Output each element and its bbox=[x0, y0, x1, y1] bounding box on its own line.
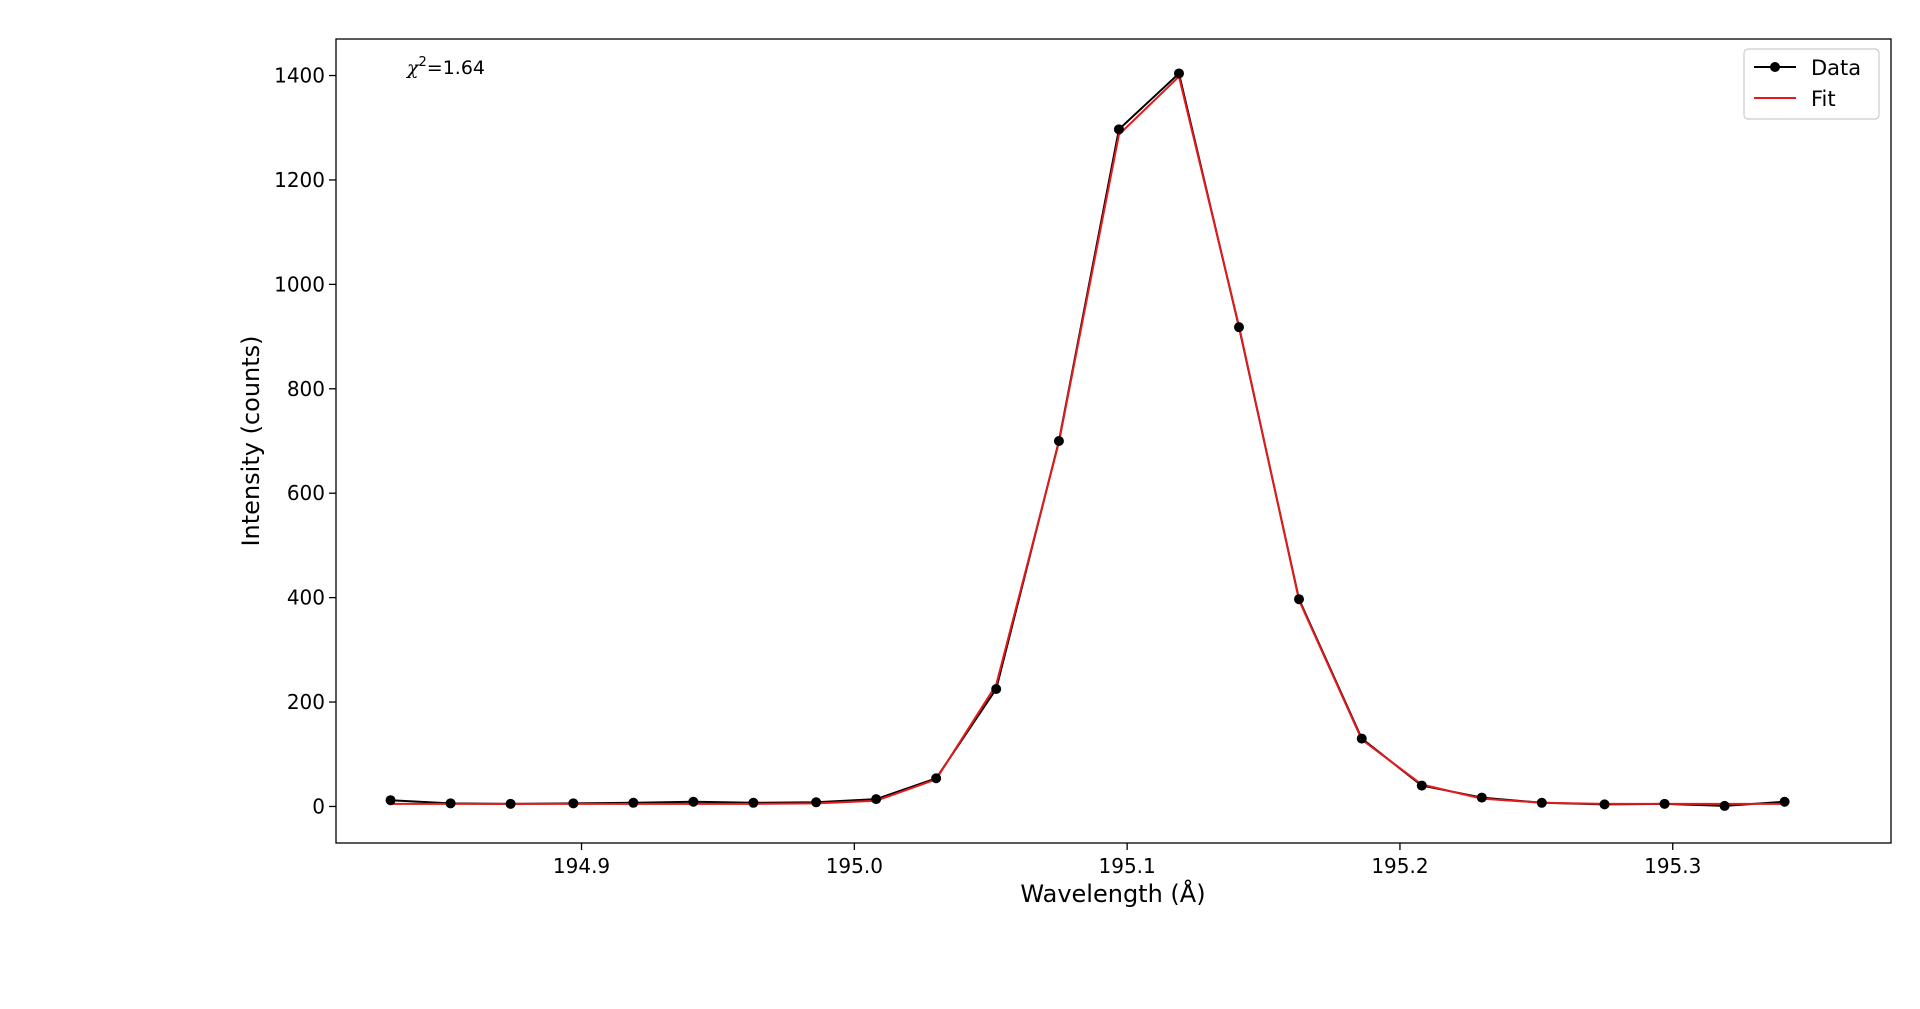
x-axis-title: Wavelength (Å) bbox=[1020, 879, 1205, 908]
data-point bbox=[748, 797, 759, 808]
data-point bbox=[1476, 792, 1487, 803]
data-point bbox=[385, 795, 396, 806]
x-tick-label: 195.0 bbox=[826, 854, 883, 878]
data-point bbox=[1173, 68, 1184, 79]
x-tick-label: 195.2 bbox=[1371, 854, 1428, 878]
x-tick-label: 195.1 bbox=[1099, 854, 1156, 878]
series-layer bbox=[385, 68, 1790, 811]
data-point bbox=[1779, 796, 1790, 807]
data-point bbox=[991, 683, 1002, 694]
x-axis-ticks: 194.9 195.0 195.1 195.2 195.3 bbox=[553, 843, 1701, 878]
plot-frame bbox=[335, 38, 1892, 844]
y-tick-label: 200 bbox=[287, 690, 325, 714]
data-point bbox=[1659, 798, 1670, 809]
fit-series-line bbox=[390, 75, 1785, 805]
data-point bbox=[1294, 594, 1305, 605]
y-tick-label: 600 bbox=[287, 481, 325, 505]
data-point bbox=[931, 773, 942, 784]
y-tick-label: 800 bbox=[287, 377, 325, 401]
chi-value: =1.64 bbox=[427, 57, 485, 79]
data-point bbox=[1719, 800, 1730, 811]
x-tick-label: 195.3 bbox=[1644, 854, 1701, 878]
y-tick-label: 400 bbox=[287, 586, 325, 610]
y-axis-ticks: 0 200 400 600 800 1000 1200 1400 bbox=[274, 64, 336, 818]
legend-data-label: Data bbox=[1811, 56, 1861, 80]
chi-symbol: χ bbox=[405, 57, 420, 79]
chi-superscript: 2 bbox=[419, 55, 427, 70]
y-tick-label: 1400 bbox=[274, 64, 325, 88]
data-point bbox=[628, 797, 639, 808]
data-point bbox=[1053, 436, 1064, 446]
data-point bbox=[688, 796, 699, 807]
chi-squared-annotation: χ2=1.64 bbox=[405, 55, 485, 79]
data-point bbox=[871, 794, 882, 805]
legend: Data Fit bbox=[1743, 48, 1880, 120]
data-point bbox=[1416, 780, 1427, 791]
data-point bbox=[811, 797, 822, 808]
data-point bbox=[505, 798, 516, 809]
legend-data-marker bbox=[1770, 62, 1780, 72]
data-point bbox=[1113, 124, 1124, 135]
x-tick-label: 194.9 bbox=[553, 854, 610, 878]
y-tick-label: 0 bbox=[312, 794, 325, 818]
data-point bbox=[1536, 797, 1547, 808]
data-point bbox=[445, 798, 456, 809]
y-tick-label: 1200 bbox=[274, 168, 325, 192]
legend-fit-label: Fit bbox=[1811, 87, 1836, 111]
y-axis-title: Intensity (counts) bbox=[237, 335, 265, 546]
data-point bbox=[1233, 322, 1244, 333]
data-point bbox=[568, 798, 579, 809]
y-tick-label: 1000 bbox=[274, 272, 325, 296]
data-point bbox=[1599, 799, 1610, 810]
data-point bbox=[1356, 733, 1367, 744]
